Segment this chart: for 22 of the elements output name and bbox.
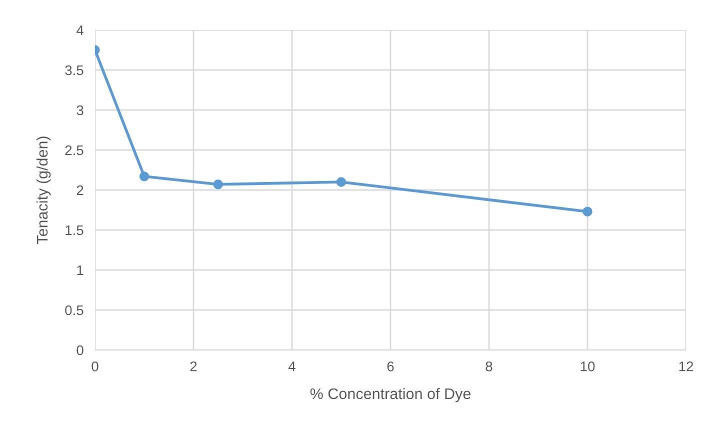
x-tick-label: 2 [190,361,197,372]
point [582,206,592,216]
point [139,172,150,182]
x-axis-title: % Concentration of Dye [310,388,470,402]
y-tick-label: 3 [76,105,84,116]
y-axis-title: Tenacity (g/den) [36,136,51,244]
y-tick-label: 4 [76,25,84,36]
y-tick-label: 2 [76,185,84,196]
y-tick-label: 2.5 [65,145,84,156]
point [336,177,346,187]
x-tick-label: 12 [679,361,694,372]
x-tick-label: 4 [288,362,296,372]
x-tick-label: 10 [580,361,595,372]
y-tick-label: 1 [77,265,84,276]
x-tick-label: 6 [387,361,394,372]
point [213,180,223,190]
y-tick-label: 3.5 [65,65,84,76]
y-tick-label: 0 [76,345,84,356]
y-tick-label: 1.5 [66,225,84,236]
x-tick-label: 0 [92,361,98,372]
y-tick-label: 0.5 [65,305,84,316]
x-tick-label: 8 [486,361,492,372]
